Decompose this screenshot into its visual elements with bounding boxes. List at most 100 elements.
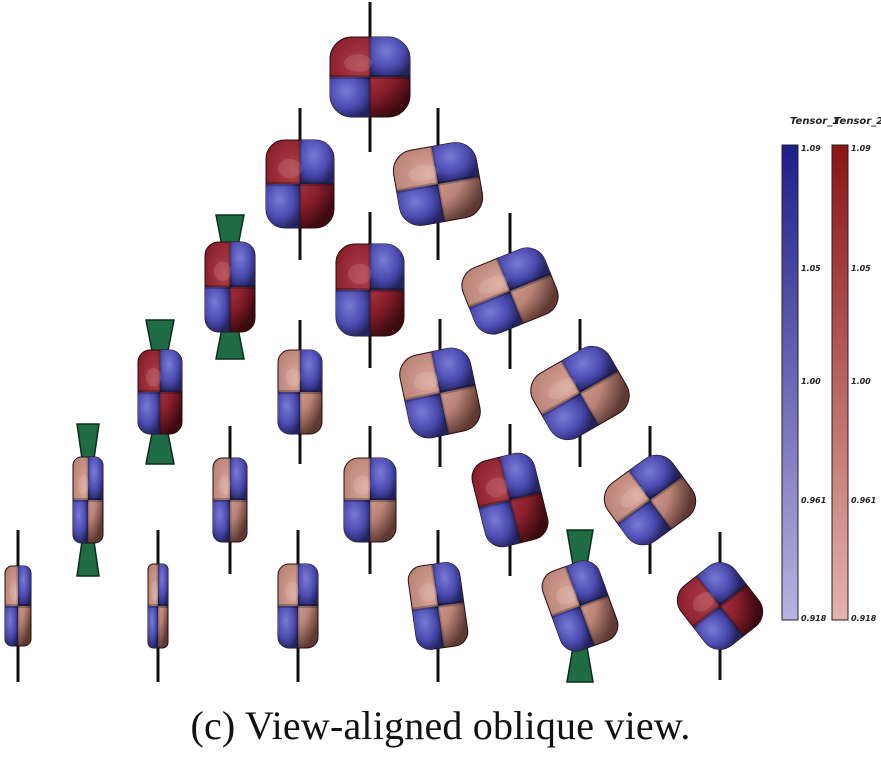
- glyph-band: [16, 566, 20, 646]
- glyph-quadrant: [230, 458, 247, 500]
- glyph-field: [4, 2, 764, 683]
- glyph-quadrant: [432, 560, 464, 606]
- glyph-quadrant: [431, 139, 480, 184]
- colorbar-tick: 0.918: [801, 614, 827, 623]
- glyph-band: [368, 244, 372, 336]
- glyph-body: [137, 349, 183, 435]
- tensor-glyph: [212, 426, 248, 574]
- glyph-band: [205, 285, 255, 289]
- glyph-band: [156, 564, 160, 648]
- glyph-quadrant: [300, 350, 322, 392]
- glyph-body: [399, 344, 481, 442]
- glyph-quadrant: [696, 555, 747, 606]
- colorbar-tick: 1.05: [801, 264, 821, 273]
- glyph-band: [404, 383, 476, 403]
- figure-caption: (c) View-aligned oblique view.: [190, 703, 691, 748]
- glyph-body: [541, 556, 619, 656]
- glyph-highlight: [556, 585, 577, 605]
- tensor-glyph: [72, 423, 104, 577]
- glyph-body: [676, 555, 764, 657]
- glyph-band: [540, 369, 620, 417]
- glyph-band: [560, 360, 600, 426]
- glyph-highlight: [344, 54, 372, 72]
- glyph-band: [411, 600, 465, 612]
- colorbar-title: Tensor_1: [790, 116, 839, 127]
- glyph-quadrant: [496, 242, 551, 291]
- tensor-glyph: [461, 213, 559, 369]
- glyph-band: [158, 350, 162, 434]
- glyph-body: [4, 565, 32, 647]
- tensor-glyph: [4, 530, 32, 682]
- glyph-highlight: [620, 486, 646, 508]
- glyph-body: [335, 243, 405, 337]
- colorbar-gradient: [831, 144, 849, 621]
- glyph-band: [551, 593, 609, 619]
- glyph-quadrant: [551, 606, 595, 656]
- glyph-quadrant: [404, 393, 449, 442]
- glyph-quadrant: [628, 447, 683, 500]
- glyph-quadrant: [18, 566, 31, 606]
- glyph-highlight: [213, 261, 232, 282]
- glyph-band: [330, 75, 410, 79]
- glyph-highlight: [285, 582, 299, 601]
- glyph-body: [392, 139, 484, 229]
- glyph-highlight: [478, 275, 508, 294]
- glyph-highlight: [145, 368, 162, 387]
- glyph-quadrant: [412, 606, 444, 652]
- glyph-band: [396, 174, 480, 194]
- glyph-band: [495, 257, 525, 325]
- glyph-highlight: [285, 368, 302, 387]
- glyph-quadrant: [138, 392, 160, 434]
- tensor-glyph: [277, 320, 323, 464]
- glyph-body: [72, 456, 104, 544]
- tensor-glyph: [335, 212, 405, 368]
- glyph-highlight: [78, 475, 89, 495]
- glyph-quadrant: [336, 290, 370, 336]
- glyph-quadrant: [278, 392, 300, 434]
- glyph-highlight: [419, 583, 438, 602]
- tensor-glyph: [676, 532, 764, 680]
- glyph-highlight: [218, 476, 231, 495]
- glyph-body: [204, 241, 256, 333]
- tensor-glyph: [471, 424, 549, 576]
- glyph-highlight: [151, 582, 159, 601]
- glyph-band: [368, 458, 372, 542]
- colorbar-tick: 1.00: [801, 377, 821, 386]
- glyph-quadrant: [499, 449, 542, 500]
- tensor-glyph: [277, 530, 319, 682]
- glyph-band: [478, 490, 542, 510]
- glyph-band: [278, 604, 318, 608]
- glyph-band: [627, 469, 673, 531]
- glyph-body: [277, 349, 323, 435]
- glyph-quadrant: [469, 291, 524, 340]
- glyph-band: [298, 140, 302, 228]
- colorbar-tick: 1.05: [851, 264, 871, 273]
- glyph-highlight: [485, 477, 509, 498]
- glyph-quadrant: [541, 393, 599, 448]
- glyph-band: [266, 182, 334, 186]
- glyph-quadrant: [73, 500, 88, 543]
- glyph-quadrant: [298, 564, 318, 606]
- glyph-highlight: [347, 263, 372, 285]
- glyph-body: [471, 449, 549, 551]
- colorbar-tensor-1: Tensor_1 1.09 1.05 1.00 0.961 0.918: [781, 116, 839, 623]
- glyph-quadrant: [230, 242, 255, 287]
- glyph-quadrant: [213, 500, 230, 542]
- glyph-quadrant: [370, 458, 396, 500]
- glyph-band: [138, 390, 182, 394]
- glyph-band: [73, 498, 103, 502]
- tensor-glyph: [603, 426, 697, 574]
- tensor-glyph: [147, 530, 169, 682]
- glyph-body: [530, 338, 630, 448]
- glyph-body: [212, 457, 248, 543]
- glyph-band: [430, 564, 446, 648]
- glyph-highlight: [693, 591, 715, 612]
- glyph-band: [429, 351, 451, 435]
- colorbar-tick: 1.09: [801, 144, 821, 153]
- tensor-glyph: [399, 319, 481, 467]
- colorbar-tick: 1.09: [851, 144, 871, 153]
- glyph-band: [228, 458, 232, 542]
- glyph-body: [407, 560, 469, 652]
- glyph-body: [343, 457, 397, 543]
- glyph-band: [497, 456, 523, 544]
